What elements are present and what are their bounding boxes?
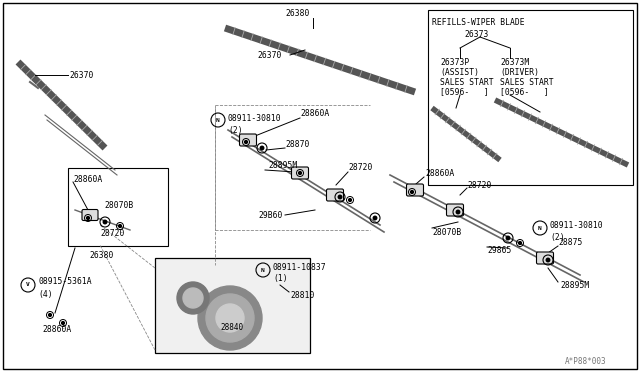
Circle shape — [411, 190, 413, 193]
Text: REFILLS-WIPER BLADE: REFILLS-WIPER BLADE — [432, 17, 525, 26]
Text: 08915-5361A: 08915-5361A — [38, 278, 92, 286]
Text: 08911-30810: 08911-30810 — [228, 113, 282, 122]
Text: 28070B: 28070B — [104, 201, 133, 209]
Circle shape — [373, 216, 377, 220]
Circle shape — [183, 288, 203, 308]
Text: 28860A: 28860A — [42, 326, 71, 334]
Text: 28875: 28875 — [558, 237, 582, 247]
Text: 28870: 28870 — [285, 140, 309, 148]
Circle shape — [49, 314, 51, 317]
Bar — [68, 168, 168, 246]
Circle shape — [118, 225, 122, 227]
Text: (ASSIST): (ASSIST) — [440, 67, 479, 77]
Circle shape — [206, 294, 254, 342]
Circle shape — [260, 146, 264, 150]
Circle shape — [506, 236, 509, 240]
Text: 28720: 28720 — [467, 180, 492, 189]
Bar — [155, 258, 310, 353]
Circle shape — [216, 304, 244, 332]
Text: 28720: 28720 — [100, 228, 124, 237]
FancyBboxPatch shape — [291, 167, 308, 179]
FancyBboxPatch shape — [326, 189, 344, 201]
Text: (4): (4) — [38, 289, 52, 298]
Circle shape — [103, 220, 107, 224]
Text: [0596-   ]: [0596- ] — [440, 87, 489, 96]
Text: SALES START: SALES START — [440, 77, 493, 87]
Text: 28860A: 28860A — [300, 109, 329, 118]
Text: 28860A: 28860A — [425, 169, 454, 177]
Circle shape — [86, 217, 90, 219]
Circle shape — [244, 141, 248, 143]
Text: [0596-   ]: [0596- ] — [500, 87, 548, 96]
Text: 26373: 26373 — [464, 29, 488, 38]
Circle shape — [177, 282, 209, 314]
Text: 26370: 26370 — [69, 71, 93, 80]
Circle shape — [456, 210, 460, 214]
FancyBboxPatch shape — [447, 204, 463, 216]
FancyBboxPatch shape — [406, 184, 424, 196]
Text: 28860A: 28860A — [73, 174, 102, 183]
Circle shape — [61, 322, 65, 324]
FancyBboxPatch shape — [239, 134, 257, 146]
Text: 08911-10837: 08911-10837 — [273, 263, 326, 272]
Text: 28810: 28810 — [290, 291, 314, 299]
Text: 26380: 26380 — [89, 250, 113, 260]
Text: 28895M: 28895M — [268, 160, 297, 170]
Text: N: N — [538, 225, 542, 231]
Text: 26380: 26380 — [285, 9, 309, 17]
Text: 29B60: 29B60 — [258, 211, 282, 219]
Text: 29865: 29865 — [487, 246, 511, 254]
Circle shape — [518, 241, 522, 244]
Text: (2): (2) — [550, 232, 564, 241]
Text: 26373M: 26373M — [500, 58, 529, 67]
Bar — [428, 10, 633, 185]
Text: N: N — [216, 118, 220, 122]
FancyBboxPatch shape — [536, 252, 554, 264]
Circle shape — [349, 199, 351, 201]
Text: V: V — [26, 282, 30, 288]
Text: (DRIVER): (DRIVER) — [500, 67, 539, 77]
Text: 08911-30810: 08911-30810 — [550, 221, 604, 230]
Circle shape — [339, 195, 342, 199]
Text: 28070B: 28070B — [432, 228, 461, 237]
FancyBboxPatch shape — [82, 209, 98, 221]
Circle shape — [299, 171, 301, 174]
Text: 26370: 26370 — [257, 51, 282, 60]
Circle shape — [547, 258, 550, 262]
Text: SALES START: SALES START — [500, 77, 554, 87]
Text: 28720: 28720 — [348, 163, 372, 171]
Text: 26373P: 26373P — [440, 58, 469, 67]
Text: A*P88*003: A*P88*003 — [565, 357, 607, 366]
Text: N: N — [261, 267, 265, 273]
Text: (2): (2) — [228, 125, 243, 135]
Text: (1): (1) — [273, 275, 287, 283]
Text: 28840: 28840 — [220, 324, 243, 333]
Text: 28895M: 28895M — [560, 280, 589, 289]
Circle shape — [198, 286, 262, 350]
